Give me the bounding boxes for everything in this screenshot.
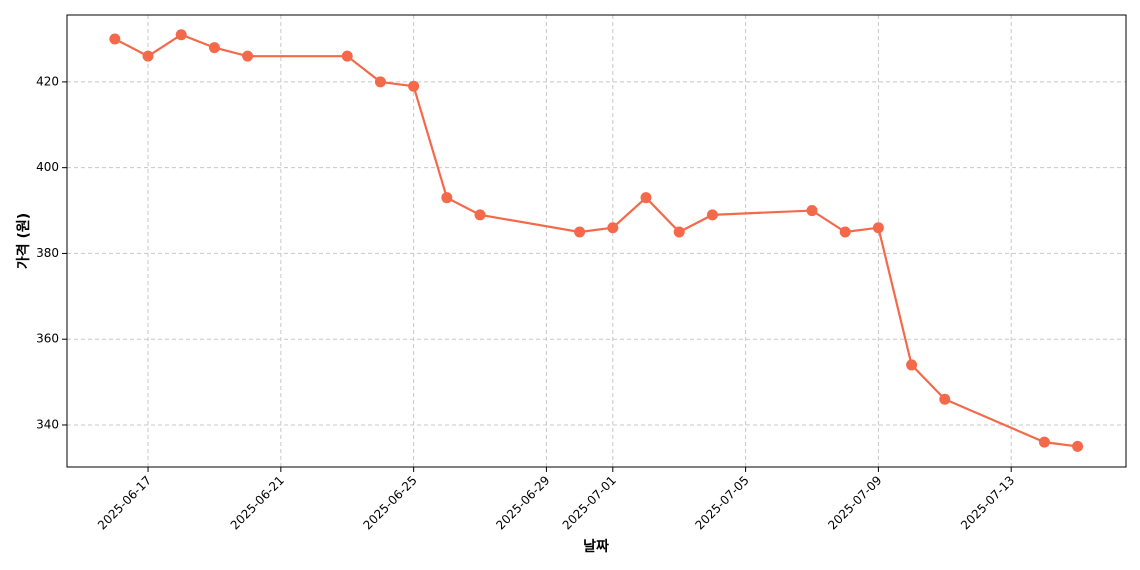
point (1072, 440, 1084, 452)
point (640, 192, 652, 204)
line (114, 33, 1078, 448)
point (109, 33, 121, 45)
point (806, 205, 818, 217)
point (574, 226, 586, 238)
point (839, 226, 851, 238)
point (1038, 436, 1050, 448)
point (441, 192, 453, 204)
point (673, 226, 685, 238)
x-tick-label: 2025-06-25 (361, 473, 420, 532)
point (408, 80, 420, 92)
y-tick-label: 360 (36, 332, 59, 346)
y-tick-label: 400 (36, 160, 59, 174)
point (939, 393, 951, 405)
y-axis-label: 가격 (원) (15, 213, 32, 269)
y-tick-label: 380 (36, 246, 59, 260)
x-tick-label: 2025-06-17 (95, 473, 154, 532)
x-axis-label: 날짜 (583, 539, 609, 555)
point (341, 50, 353, 62)
point (872, 222, 884, 234)
x-tick-label: 2025-06-29 (493, 473, 552, 532)
x-tick-label: 2025-07-05 (693, 473, 752, 532)
point (175, 29, 187, 41)
x-tick-label: 2025-07-13 (958, 473, 1017, 532)
point (242, 50, 254, 62)
point (142, 50, 154, 62)
y-tick-label: 420 (36, 74, 59, 88)
point (474, 209, 486, 221)
x-tick-label: 2025-06-21 (228, 473, 287, 532)
y-tick-label: 340 (36, 417, 59, 431)
point (706, 209, 718, 221)
x-tick-label: 2025-07-01 (560, 473, 619, 532)
point (374, 76, 386, 88)
point (208, 42, 220, 54)
point (906, 359, 918, 371)
x-tick-label: 2025-07-09 (825, 473, 884, 532)
plot-frame (66, 14, 1127, 468)
point (607, 222, 619, 234)
